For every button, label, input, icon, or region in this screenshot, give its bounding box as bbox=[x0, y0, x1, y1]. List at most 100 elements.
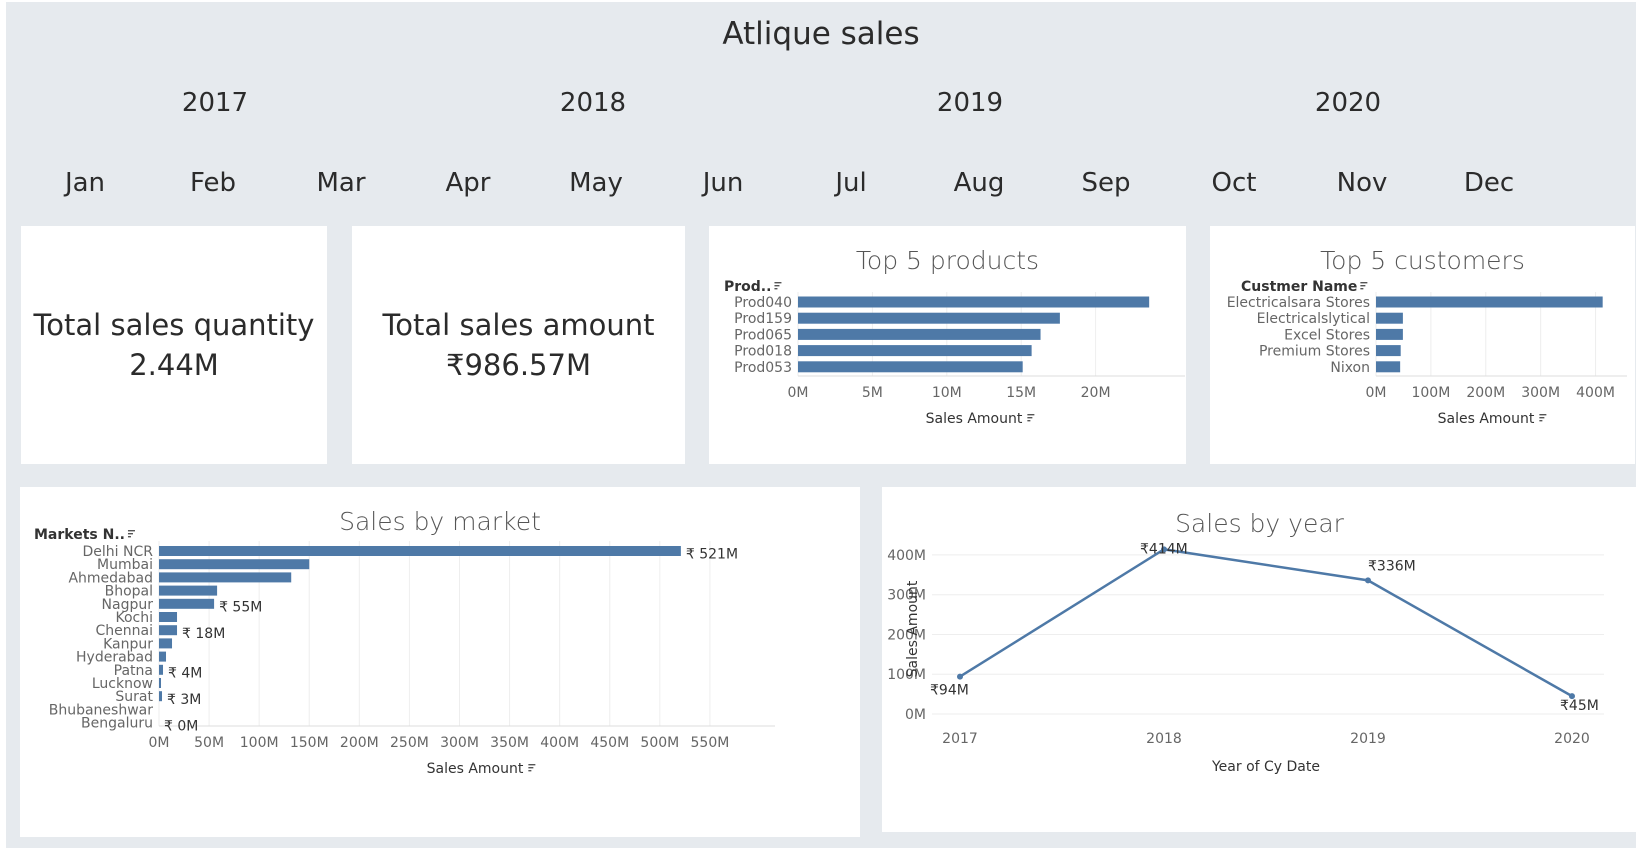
month-filter-may[interactable]: May bbox=[569, 168, 623, 198]
x-tick-label: 2017 bbox=[942, 731, 978, 747]
month-filter-aug[interactable]: Aug bbox=[953, 168, 1005, 198]
category-label: Excel Stores bbox=[1284, 327, 1370, 343]
top-products-title: Top 5 products bbox=[855, 246, 1040, 275]
sort-icon[interactable] bbox=[528, 764, 536, 772]
data-point bbox=[1161, 546, 1167, 553]
category-label: Chennai bbox=[96, 623, 153, 639]
x-tick-label: 300M bbox=[1521, 385, 1560, 401]
bar bbox=[159, 585, 218, 596]
top-customers-title: Top 5 customers bbox=[1320, 246, 1525, 275]
y-tick-label: 400M bbox=[887, 548, 926, 564]
sales-by-market-title: Sales by market bbox=[339, 507, 541, 536]
data-label: ₹ 521M bbox=[686, 547, 738, 563]
sort-icon[interactable] bbox=[1027, 414, 1035, 422]
x-tick-label: 2019 bbox=[1350, 731, 1386, 747]
sales-by-year-chart: 0M 100M 200M 300M 400M 2017 2018 2019 2020 ₹94M ₹4… bbox=[887, 541, 1604, 775]
data-point bbox=[957, 673, 963, 680]
year-filter-2018[interactable]: 2018 bbox=[559, 88, 627, 118]
kpi-quantity-label: Total sales quantity bbox=[33, 308, 315, 342]
data-label: ₹336M bbox=[1368, 558, 1416, 574]
bar bbox=[798, 361, 1023, 373]
category-label: Prod159 bbox=[734, 311, 792, 327]
category-label: Prod040 bbox=[734, 295, 792, 311]
month-filter-oct[interactable]: Oct bbox=[1211, 168, 1257, 198]
category-label: Bengaluru bbox=[81, 716, 153, 732]
x-tick-label: 2018 bbox=[1146, 731, 1182, 747]
y-axis-title: Sales Amount bbox=[905, 580, 921, 677]
category-label: Nixon bbox=[1330, 360, 1370, 376]
category-label: Electricalslytical bbox=[1257, 311, 1370, 327]
sort-icon[interactable] bbox=[774, 282, 782, 290]
x-tick-label: 300M bbox=[440, 735, 479, 751]
x-tick-label: 15M bbox=[1006, 385, 1036, 401]
data-label: ₹ 0M bbox=[164, 718, 198, 734]
x-tick-label: 20M bbox=[1081, 385, 1111, 401]
y-tick-label: 0M bbox=[905, 707, 926, 723]
kpi-quantity-value: 2.44M bbox=[129, 348, 219, 382]
x-axis-title: Sales Amount bbox=[1438, 411, 1535, 427]
kpi-card-quantity: Total sales quantity 2.44M bbox=[21, 226, 327, 464]
y-tick-label: 300M bbox=[887, 588, 926, 604]
x-tick-label: 50M bbox=[194, 735, 224, 751]
x-tick-label: 350M bbox=[490, 735, 529, 751]
series-line bbox=[959, 548, 1573, 698]
y-tick-label: 100M bbox=[887, 667, 926, 683]
sales-by-market-chart: 0M 50M 100M 150M 200M 250M 300M 350M 400M 450M 500… bbox=[34, 527, 775, 777]
month-filter-apr[interactable]: Apr bbox=[445, 168, 491, 198]
month-filter-jan[interactable]: Jan bbox=[64, 168, 106, 198]
kpi-amount-label: Total sales amount bbox=[382, 308, 655, 342]
month-filter-dec[interactable]: Dec bbox=[1463, 168, 1515, 198]
bar bbox=[1376, 345, 1401, 357]
month-filter-feb[interactable]: Feb bbox=[189, 168, 237, 198]
month-filter-mar[interactable]: Mar bbox=[316, 168, 366, 198]
bar bbox=[159, 664, 164, 675]
bar bbox=[798, 312, 1060, 324]
x-tick-label: 400M bbox=[1576, 385, 1615, 401]
x-tick-label: 2020 bbox=[1554, 731, 1590, 747]
data-label: ₹ 4M bbox=[168, 666, 202, 682]
x-tick-label: 10M bbox=[932, 385, 962, 401]
category-label: Mumbai bbox=[97, 557, 153, 573]
bar bbox=[159, 678, 162, 688]
month-filter-sep[interactable]: Sep bbox=[1081, 168, 1131, 198]
year-filter-2017[interactable]: 2017 bbox=[181, 88, 249, 118]
bar bbox=[159, 598, 215, 609]
category-label: Premium Stores bbox=[1259, 344, 1370, 360]
category-label: Delhi NCR bbox=[83, 544, 154, 560]
x-tick-label: 100M bbox=[1411, 385, 1450, 401]
month-filter-jun[interactable]: Jun bbox=[702, 168, 744, 198]
y-axis-title: Markets N.. bbox=[34, 527, 125, 543]
data-label: ₹414M bbox=[1140, 541, 1188, 557]
month-filter-nov[interactable]: Nov bbox=[1336, 168, 1388, 198]
data-label: ₹94M bbox=[930, 683, 969, 699]
bar bbox=[798, 345, 1032, 357]
category-label: Prod053 bbox=[734, 360, 792, 376]
sort-icon[interactable] bbox=[127, 530, 135, 538]
x-axis-title: Sales Amount bbox=[926, 411, 1023, 427]
x-tick-label: 250M bbox=[390, 735, 429, 751]
y-tick-label: 200M bbox=[887, 627, 926, 643]
data-label: ₹ 3M bbox=[167, 692, 201, 708]
year-filter-2020[interactable]: 2020 bbox=[1314, 88, 1382, 118]
bar bbox=[159, 651, 167, 662]
month-filter-jul[interactable]: Jul bbox=[835, 168, 867, 198]
sort-icon[interactable] bbox=[1539, 414, 1547, 422]
data-label: ₹45M bbox=[1560, 698, 1599, 714]
data-label: ₹ 18M bbox=[182, 626, 225, 642]
bar bbox=[159, 546, 681, 556]
category-label: Ahmedabad bbox=[68, 570, 153, 586]
x-tick-label: 100M bbox=[240, 735, 279, 751]
bar bbox=[159, 572, 292, 583]
bar bbox=[159, 625, 178, 636]
data-point bbox=[1569, 693, 1575, 700]
x-tick-label: 200M bbox=[1466, 385, 1505, 401]
dashboard-title: Atlique sales bbox=[722, 16, 920, 52]
x-tick-label: 0M bbox=[788, 385, 809, 401]
category-label: Bhopal bbox=[105, 584, 153, 600]
year-filter-2019[interactable]: 2019 bbox=[936, 88, 1004, 118]
bar bbox=[1376, 312, 1403, 324]
kpi-card-amount: Total sales amount ₹986.57M bbox=[352, 226, 685, 464]
bar bbox=[159, 638, 173, 649]
sort-icon[interactable] bbox=[1360, 282, 1368, 290]
